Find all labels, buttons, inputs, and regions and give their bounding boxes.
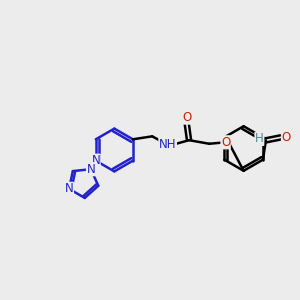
- Text: O: O: [182, 111, 191, 124]
- Text: H: H: [255, 132, 264, 146]
- Text: O: O: [221, 136, 230, 149]
- Text: N: N: [86, 163, 95, 176]
- Text: N: N: [92, 154, 100, 167]
- Text: NH: NH: [159, 138, 176, 151]
- Text: O: O: [281, 131, 291, 144]
- Text: N: N: [65, 182, 74, 195]
